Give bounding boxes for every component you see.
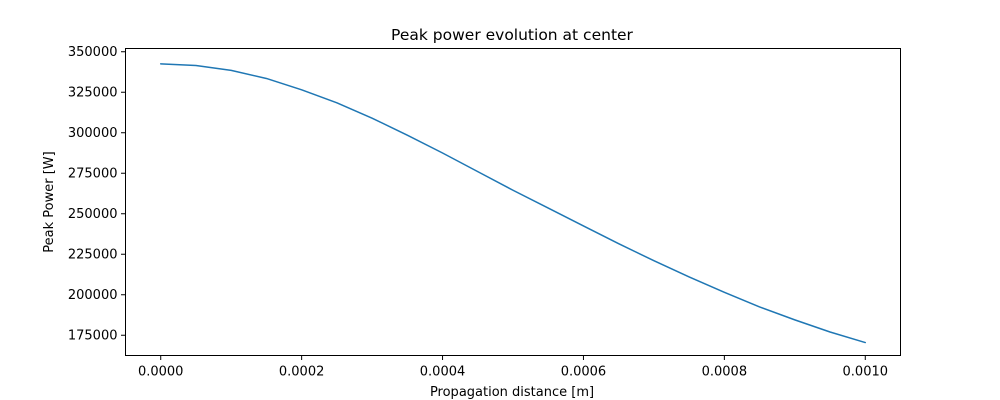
- y-tick-label: 250000: [68, 207, 118, 222]
- y-tick-label: 300000: [68, 126, 118, 141]
- x-axis-label: Propagation distance [m]: [430, 385, 594, 400]
- x-tick-label: 0.0004: [420, 365, 466, 380]
- x-tick-label: 0.0002: [279, 365, 325, 380]
- x-tick-label: 0.0000: [138, 365, 184, 380]
- y-axis-ticks: 175000 200000 225000 250000 275000 300000 3250…: [68, 45, 126, 344]
- y-tick-label: 225000: [68, 248, 118, 263]
- y-axis-label: Peak Power [W]: [42, 151, 57, 252]
- y-tick-label: 175000: [68, 329, 118, 344]
- line-layer: [159, 63, 867, 344]
- y-tick-label: 350000: [68, 45, 118, 60]
- x-axis-ticks: 0.0000 0.0002 0.0004 0.0006 0.0008 0.0010: [138, 355, 889, 380]
- x-tick-label: 0.0006: [561, 365, 607, 380]
- series-line-0: [159, 63, 867, 344]
- x-tick-label: 0.0008: [702, 365, 748, 380]
- y-tick-label: 200000: [68, 288, 118, 303]
- chart-title: Peak power evolution at center: [391, 26, 634, 44]
- x-tick-label: 0.0010: [843, 365, 889, 380]
- y-tick-label: 275000: [68, 167, 118, 182]
- plot-frame: [125, 48, 901, 356]
- y-tick-label: 325000: [68, 86, 118, 101]
